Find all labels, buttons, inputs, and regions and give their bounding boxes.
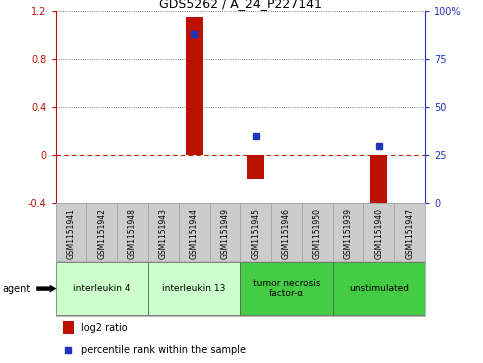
Bar: [247, 155, 264, 179]
Text: GSM1151945: GSM1151945: [251, 208, 260, 259]
Text: GSM1151947: GSM1151947: [405, 208, 414, 259]
Text: GSM1151940: GSM1151940: [374, 208, 384, 259]
Text: GSM1151942: GSM1151942: [97, 208, 106, 259]
Bar: [370, 155, 387, 209]
Bar: [185, 17, 202, 155]
Bar: [333, 262, 425, 315]
Text: GSM1151944: GSM1151944: [190, 208, 199, 259]
Text: tumor necrosis
factor-α: tumor necrosis factor-α: [253, 279, 320, 298]
Text: GSM1151948: GSM1151948: [128, 208, 137, 259]
Text: GSM1151939: GSM1151939: [343, 208, 353, 259]
Text: GSM1151943: GSM1151943: [159, 208, 168, 259]
Text: GSM1151941: GSM1151941: [67, 208, 75, 259]
Title: GDS5262 / A_24_P227141: GDS5262 / A_24_P227141: [159, 0, 322, 10]
Text: interleukin 13: interleukin 13: [162, 284, 226, 293]
Text: GSM1151946: GSM1151946: [282, 208, 291, 259]
Text: agent: agent: [2, 284, 30, 294]
Text: GSM1151950: GSM1151950: [313, 208, 322, 259]
Text: percentile rank within the sample: percentile rank within the sample: [82, 345, 246, 355]
Bar: [148, 262, 241, 315]
Text: interleukin 4: interleukin 4: [73, 284, 130, 293]
Text: unstimulated: unstimulated: [349, 284, 409, 293]
Bar: [63, 321, 74, 334]
Text: log2 ratio: log2 ratio: [82, 323, 128, 333]
Text: GSM1151949: GSM1151949: [220, 208, 229, 259]
Bar: [240, 262, 333, 315]
Bar: [56, 262, 148, 315]
